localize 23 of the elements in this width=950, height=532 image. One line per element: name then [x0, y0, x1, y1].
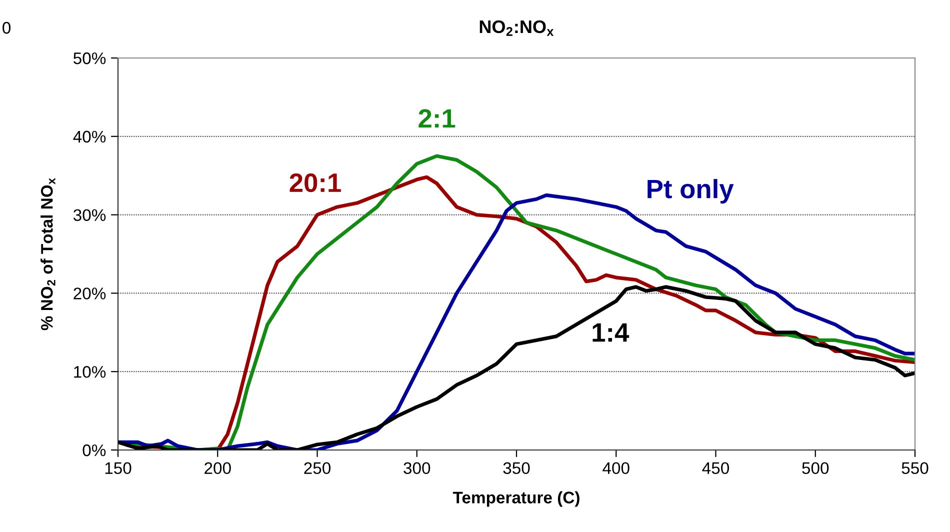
- x-tick-label: 250: [304, 462, 331, 474]
- series-label: 2:1: [418, 109, 456, 128]
- x-axis-title: Temperature (C): [452, 491, 580, 507]
- x-tick-label: 450: [702, 462, 730, 474]
- y-tick-label: 0%: [82, 444, 106, 456]
- y-tick-label: 50%: [74, 52, 106, 64]
- x-tick-label: 550: [902, 462, 928, 474]
- y-tick-label: 20%: [74, 288, 106, 300]
- y-tick-label: 30%: [73, 209, 106, 222]
- series-label: 20:1: [290, 173, 341, 192]
- x-tick-label: 300: [404, 462, 430, 474]
- x-tick-label: 150: [105, 462, 132, 474]
- y-tick-label: 10%: [74, 366, 106, 378]
- x-tick-label: 350: [503, 462, 530, 474]
- series-label: Pt only: [648, 178, 734, 204]
- x-tick-label: 500: [802, 462, 829, 474]
- x-tick-label: 200: [204, 462, 231, 474]
- series-label: 1:4: [592, 323, 630, 342]
- y-axis-title: % NO$_{2}$ of Total NO$_{x}$: [40, 178, 56, 330]
- x-tick-label: 400: [602, 462, 630, 474]
- text: 0: [2, 22, 11, 34]
- y-tick-label: 40%: [73, 130, 106, 143]
- chart-title: NO$_{2}$:NO$_{x}$: [480, 20, 554, 36]
